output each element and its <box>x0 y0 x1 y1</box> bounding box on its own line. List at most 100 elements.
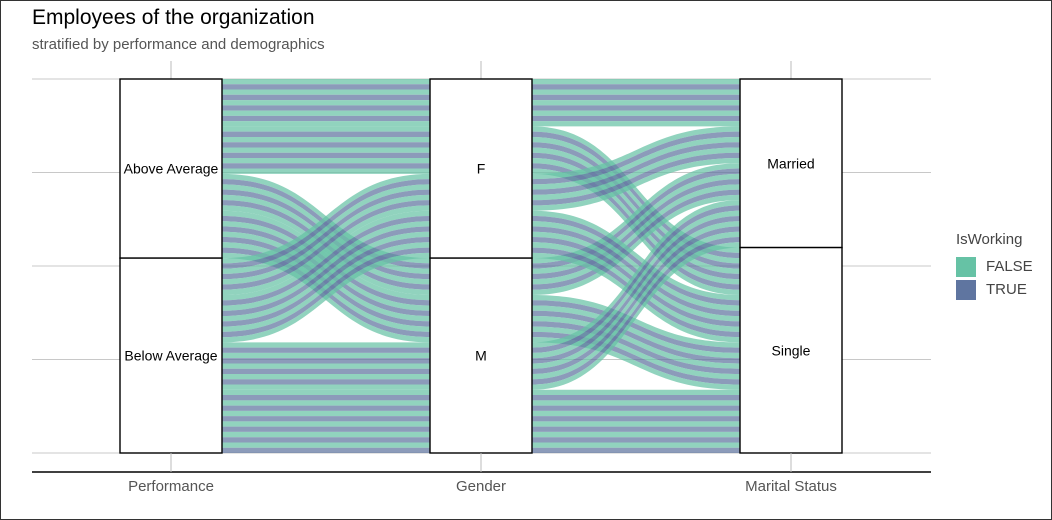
flow-band-1-1-1 <box>532 131 740 259</box>
stratum-label-1-0: F <box>477 161 486 177</box>
flow-band-3-7-1 <box>532 331 740 385</box>
flow-band-6-6-0 <box>222 373 430 380</box>
flow-band-4-1-1 <box>532 131 740 185</box>
flow-band-2-3-1 <box>532 179 740 280</box>
flow-band-2-4-1 <box>532 184 740 285</box>
flow-band-6-4-0 <box>222 363 430 369</box>
flow-band-3-1-1 <box>532 300 740 353</box>
flow-band-4-0-0 <box>222 173 430 264</box>
flow-band-7-8-1 <box>532 431 740 438</box>
flow-band-5-2-0 <box>222 221 430 311</box>
flow-band-2-6-1 <box>532 194 740 295</box>
x-axis-label-1: Gender <box>456 478 506 495</box>
flow-band-1-4-1 <box>532 147 740 274</box>
flow-band-0-0-0 <box>222 79 430 85</box>
flow-band-4-6-1 <box>532 158 740 211</box>
flow-band-6-8-0 <box>222 384 430 390</box>
flow-band-3-6-1 <box>532 326 740 380</box>
flow-band-1-4-0 <box>222 147 430 153</box>
flow-band-7-1-0 <box>222 395 430 401</box>
flow-band-0-4-1 <box>532 100 740 106</box>
flow-band-6-5-0 <box>222 368 430 374</box>
flow-band-4-6-0 <box>222 205 430 295</box>
flow-band-6-2-1 <box>532 210 740 359</box>
flow-band-4-2-1 <box>532 136 740 190</box>
legend-title: IsWorking <box>956 231 1023 248</box>
flow-band-6-4-1 <box>532 221 740 369</box>
flow-band-6-7-1 <box>532 237 740 385</box>
stratum-box-2-0 <box>739 78 843 249</box>
flow-band-7-3-1 <box>532 405 740 411</box>
flow-band-7-3-0 <box>222 405 430 411</box>
flow-band-3-5-1 <box>532 321 740 374</box>
flow-band-5-6-0 <box>222 242 430 332</box>
stratum-label-0-1: Below Average <box>124 348 217 364</box>
flow-band-7-2-1 <box>532 400 740 406</box>
flow-band-2-2-1 <box>532 173 740 274</box>
stratum-box-2-1 <box>739 246 843 454</box>
flow-band-1-5-0 <box>222 152 430 159</box>
flow-band-7-2-0 <box>222 400 430 406</box>
legend-label-false: FALSE <box>986 258 1033 275</box>
flow-band-7-4-1 <box>532 410 740 417</box>
flow-band-6-1-1 <box>532 205 740 353</box>
flow-band-0-0-1 <box>532 79 740 85</box>
flow-band-4-1-0 <box>222 179 430 269</box>
legend-swatch-true <box>956 279 976 300</box>
flow-band-0-5-0 <box>222 105 430 111</box>
flow-band-4-5-1 <box>532 152 740 206</box>
flow-band-5-0-1 <box>532 210 740 301</box>
flow-band-5-3-0 <box>222 226 430 317</box>
chart-subtitle: stratified by performance and demographi… <box>32 36 325 53</box>
flow-band-7-11-1 <box>532 447 740 453</box>
flow-band-5-7-0 <box>222 247 430 338</box>
legend-label-true: TRUE <box>986 281 1027 298</box>
x-axis-label-0: Performance <box>128 478 214 495</box>
flow-band-6-3-1 <box>532 215 740 364</box>
flow-band-6-5-1 <box>532 226 740 374</box>
flow-band-1-3-1 <box>532 142 740 269</box>
flow-band-0-3-1 <box>532 94 740 101</box>
stratum-box-1-0 <box>429 78 533 259</box>
flow-band-1-1-0 <box>222 131 430 137</box>
flow-band-5-8-0 <box>222 252 430 343</box>
flow-band-1-2-1 <box>532 136 740 264</box>
legend-swatch-false <box>956 256 976 277</box>
flow-band-6-6-1 <box>532 231 740 380</box>
flow-band-3-4-1 <box>532 316 740 369</box>
flow-band-2-5-1 <box>532 189 740 290</box>
flow-band-7-5-1 <box>532 416 740 422</box>
flow-band-0-6-0 <box>222 110 430 116</box>
legend: IsWorking FALSE TRUE <box>956 231 1033 301</box>
flow-band-3-8-1 <box>532 337 740 390</box>
flow-band-0-2-0 <box>222 89 430 95</box>
flow-band-0-8-0 <box>222 121 430 127</box>
flow-band-1-2-0 <box>222 136 430 143</box>
flow-band-0-3-0 <box>222 94 430 101</box>
flow-band-6-2-0 <box>222 352 430 359</box>
flow-band-1-7-0 <box>222 163 430 169</box>
flow-band-6-0-1 <box>532 200 740 348</box>
flow-band-6-8-1 <box>532 242 740 390</box>
flow-band-0-4-0 <box>222 100 430 106</box>
stratum-box-0-0 <box>119 78 223 259</box>
stratum-label-2-0: Married <box>767 155 814 171</box>
flow-band-7-9-1 <box>532 437 740 443</box>
flow-band-7-5-0 <box>222 416 430 422</box>
flow-band-0-7-0 <box>222 115 430 122</box>
flow-band-0-7-1 <box>532 115 740 122</box>
flow-band-6-1-0 <box>222 347 430 353</box>
flow-band-0-2-1 <box>532 89 740 95</box>
chart-title: Employees of the organization <box>32 6 315 29</box>
flow-band-6-0-0 <box>222 342 430 348</box>
stratum-box-1-1 <box>429 257 533 454</box>
flow-band-7-11-0 <box>222 447 430 453</box>
flow-band-4-2-0 <box>222 184 430 274</box>
flow-band-5-1-1 <box>532 215 740 306</box>
flow-band-1-3-0 <box>222 142 430 148</box>
flow-band-1-8-0 <box>222 168 430 174</box>
flow-band-3-3-1 <box>532 310 740 364</box>
flow-band-2-1-1 <box>532 168 740 269</box>
flow-band-7-10-1 <box>532 442 740 448</box>
